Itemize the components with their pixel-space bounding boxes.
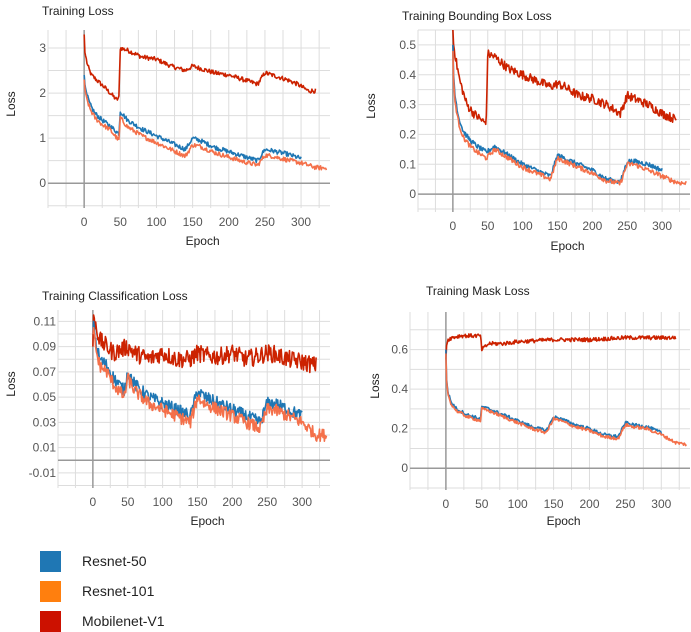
chart-title: Training Mask Loss (426, 284, 530, 298)
x-tick-label: 50 (481, 219, 495, 233)
legend-item-resnet-101: Resnet-101 (40, 580, 154, 602)
series-line-mobilenet-v1 (445, 333, 677, 360)
y-tick-label: 0.01 (33, 441, 57, 455)
x-tick-label: 0 (81, 215, 88, 229)
chart-panel-2: 0 50 100 150 200 250 300 0 0.1 0.2 0.3 0.4 0.5 Traini… (364, 9, 690, 253)
legend-swatch-resnet-101 (40, 580, 61, 602)
y-tick-label: 0.07 (33, 365, 57, 379)
legend-swatch-mobilenet-v1 (40, 610, 61, 632)
legend-label-mobilenet-v1: Mobilenet-V1 (82, 613, 165, 629)
chart-title: Training Loss (42, 4, 114, 18)
y-tick-label: 0 (39, 176, 46, 190)
x-tick-label: 250 (617, 219, 637, 233)
series-line-mobilenet-v1 (92, 314, 317, 374)
x-axis-label: Epoch (190, 514, 224, 528)
legend-swatch-resnet-50 (40, 550, 61, 572)
x-tick-label: 50 (121, 495, 135, 509)
y-tick-label: 0.3 (399, 98, 416, 112)
y-tick-label: 0.4 (391, 382, 408, 396)
series-line-mobilenet-v1 (83, 34, 317, 101)
x-tick-label: 150 (187, 495, 207, 509)
x-tick-label: 100 (513, 219, 533, 233)
x-tick-label: 0 (443, 497, 450, 511)
y-tick-label: 0.2 (399, 127, 416, 141)
y-axis-label: Loss (364, 93, 378, 118)
x-axis-label: Epoch (550, 239, 584, 253)
x-tick-label: 200 (582, 219, 602, 233)
x-tick-label: 100 (508, 497, 528, 511)
y-tick-label: 2 (39, 86, 46, 100)
x-tick-label: 200 (219, 215, 239, 229)
legend-label-resnet-101: Resnet-101 (82, 583, 155, 599)
series-line-resnet-50 (83, 75, 302, 164)
x-tick-label: 300 (651, 497, 671, 511)
y-tick-label: 0.4 (399, 68, 416, 82)
y-tick-label: 0 (401, 461, 408, 475)
legend-label-resnet-50: Resnet-50 (82, 553, 147, 569)
chart-panel-4: 0 50 100 150 200 250 300 0 0.2 0.4 0.6 Training Mas… (368, 284, 690, 528)
x-tick-label: 0 (450, 219, 457, 233)
y-tick-label: 0.11 (34, 314, 57, 328)
y-tick-label: 0.6 (391, 343, 408, 357)
x-tick-label: 200 (222, 495, 242, 509)
series-line-mobilenet-v1 (452, 29, 677, 126)
legend-item-mobilenet-v1: Mobilenet-V1 (40, 610, 165, 632)
x-tick-label: 250 (257, 495, 277, 509)
series-line-resnet-101 (83, 79, 328, 171)
y-axis-label: Loss (4, 371, 18, 396)
x-tick-label: 300 (652, 219, 672, 233)
x-tick-label: 100 (146, 215, 166, 229)
x-tick-label: 50 (114, 215, 128, 229)
x-tick-label: 250 (255, 215, 275, 229)
x-axis-label: Epoch (186, 234, 220, 248)
x-tick-label: 250 (615, 497, 635, 511)
y-tick-label: 0.05 (33, 390, 57, 404)
y-tick-label: -0.01 (29, 466, 57, 480)
y-axis-label: Loss (4, 91, 18, 116)
y-tick-label: 3 (39, 41, 46, 55)
x-tick-label: 150 (547, 219, 567, 233)
y-tick-label: 0.2 (391, 422, 408, 436)
x-tick-label: 150 (544, 497, 564, 511)
x-axis-label: Epoch (547, 514, 581, 528)
chart-title: Training Classification Loss (42, 289, 188, 303)
chart-panel-1: 0 50 100 150 200 250 300 0 1 2 3 Training Loss Epoch… (4, 4, 330, 248)
legend-item-resnet-50: Resnet-50 (40, 550, 147, 572)
y-tick-label: 0.1 (399, 157, 416, 171)
x-tick-label: 300 (292, 495, 312, 509)
x-tick-label: 100 (153, 495, 173, 509)
x-tick-label: 300 (291, 215, 311, 229)
y-axis-label: Loss (368, 373, 382, 398)
chart-title: Training Bounding Box Loss (402, 9, 552, 23)
series-line-resnet-101 (452, 50, 688, 186)
x-tick-label: 150 (183, 215, 203, 229)
x-tick-label: 200 (579, 497, 599, 511)
y-tick-label: 0 (409, 187, 416, 201)
y-tick-label: 0.5 (399, 38, 416, 52)
x-tick-label: 0 (90, 495, 97, 509)
y-tick-label: 0.03 (33, 415, 57, 429)
series-line-resnet-101 (92, 326, 328, 442)
x-tick-label: 50 (475, 497, 489, 511)
y-tick-label: 0.09 (33, 340, 57, 354)
y-tick-label: 1 (39, 131, 46, 145)
series-line-resnet-101 (445, 353, 688, 447)
chart-panel-3: 0 50 100 150 200 250 300 -0.01 0.01 0.03 0.05 0.07 0… (4, 289, 330, 528)
